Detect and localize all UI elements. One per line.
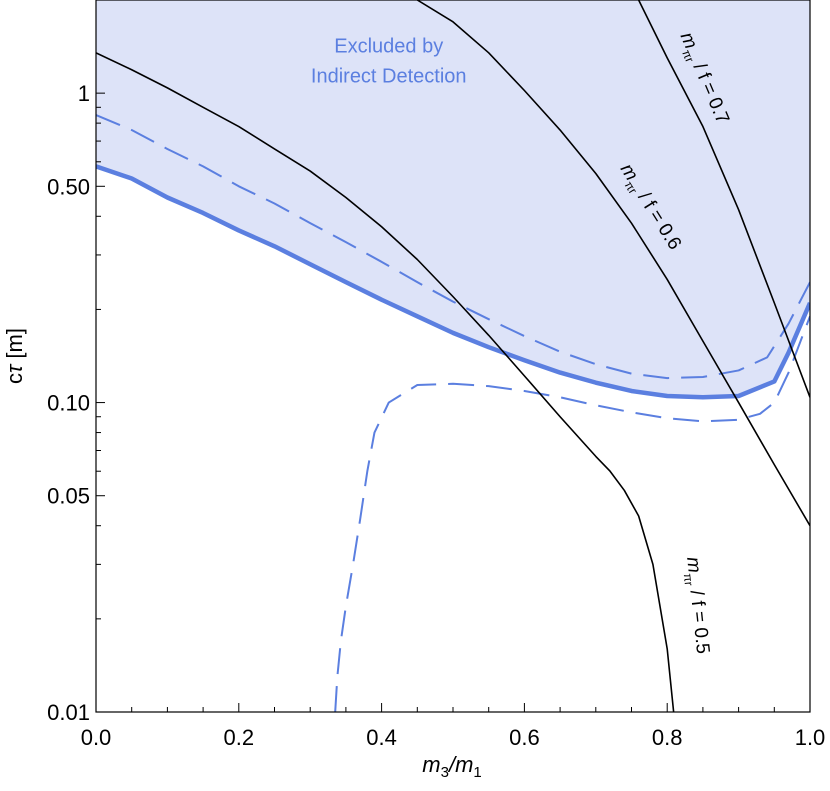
series-line-dashed_upper — [96, 114, 810, 380]
y-tick-label: 0.10 — [47, 391, 90, 416]
x-axis-title-m1: m — [455, 752, 473, 777]
y-tick-label: 0.01 — [47, 700, 90, 725]
y-tick-label: 1 — [78, 81, 90, 106]
x-tick-label: 0.6 — [509, 725, 540, 750]
series-line-f05 — [96, 52, 675, 712]
series-line-f07 — [637, 0, 810, 398]
series-line-bound — [96, 164, 810, 400]
y-axis-title-unit: [m] — [2, 328, 27, 365]
y-tick-label: 0.50 — [47, 174, 90, 199]
x-axis-title-m3: m — [422, 752, 440, 777]
excluded-region — [96, 0, 810, 398]
x-tick-label: 0.0 — [81, 725, 112, 750]
x-axis-title: m3/m1 — [422, 752, 481, 781]
series-line-dashed_lower — [334, 315, 810, 712]
annotation-line-2: Indirect Detection — [311, 65, 467, 87]
y-tick-label: 0.05 — [47, 484, 90, 509]
x-tick-label: 0.4 — [366, 725, 397, 750]
x-axis-title-sub1: 1 — [473, 764, 481, 781]
x-axis-title-sub3: 3 — [441, 764, 449, 781]
series-line-f06 — [416, 0, 810, 527]
curve-label-f05: mπr / f = 0.5 — [679, 556, 713, 655]
x-axis-title-slash: / — [447, 752, 457, 777]
y-axis-title-c: c — [2, 373, 27, 384]
x-tick-label: 0.8 — [652, 725, 683, 750]
annotation-line-1: Excluded by — [334, 35, 443, 57]
series-layer — [96, 0, 810, 712]
excluded-region-layer — [96, 0, 810, 398]
y-axis-title-tau: τ — [2, 363, 27, 373]
x-tick-label: 0.2 — [224, 725, 255, 750]
y-axis-title: cτ [m] — [2, 328, 27, 384]
axes-layer: 0.0 0.2 0.4 0.6 0.8 1.0 0.01 0.05 0.10 0.50 1 — [47, 0, 825, 750]
x-tick-label: 1.0 — [795, 725, 826, 750]
